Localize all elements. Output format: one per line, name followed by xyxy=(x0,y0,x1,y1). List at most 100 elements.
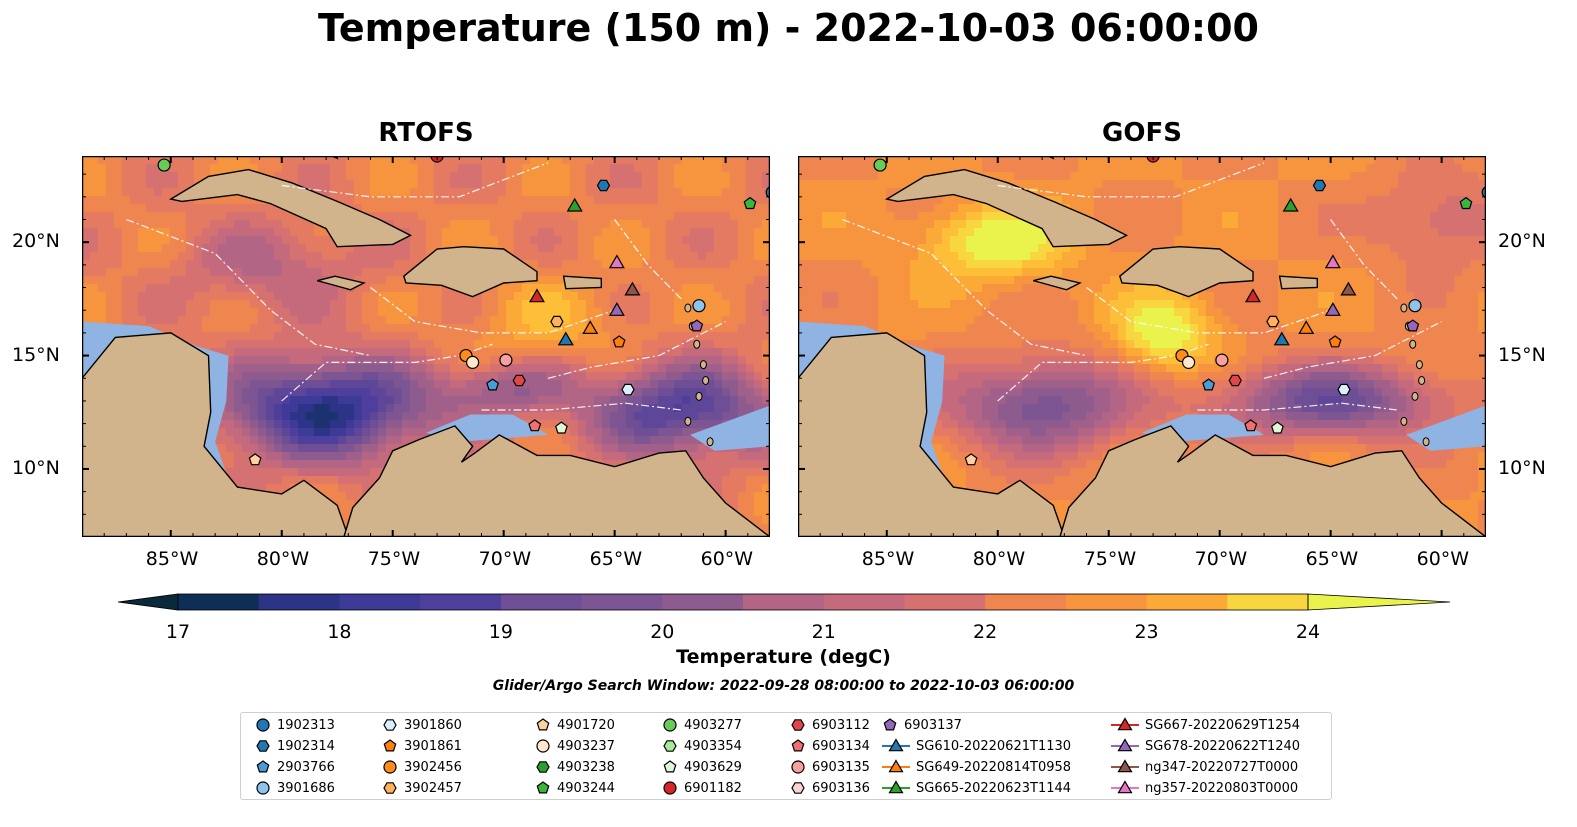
legend-marker[interactable] xyxy=(256,760,270,773)
platform-SG667-20220629T1254[interactable] xyxy=(1244,288,1261,303)
legend-marker[interactable] xyxy=(383,739,397,752)
platform-4903277[interactable] xyxy=(157,158,171,172)
legend-marker[interactable] xyxy=(383,760,397,774)
colorbar-segment xyxy=(258,594,340,610)
platform-SG649-20220814T0958[interactable] xyxy=(1298,320,1315,334)
platform-4903244[interactable] xyxy=(743,196,757,210)
platform-SG667-20220629T1254[interactable] xyxy=(528,288,545,303)
platform-4901720[interactable] xyxy=(964,453,978,466)
land-central-america xyxy=(82,332,350,537)
map-panel-rtofs[interactable] xyxy=(82,156,770,537)
platform-3901860[interactable] xyxy=(621,383,635,396)
lat-tick-label-right: 20°N xyxy=(1498,230,1546,253)
legend-marker[interactable] xyxy=(383,719,397,731)
lon-tick-label: 85°W xyxy=(861,548,915,570)
legend-item: 4903237 xyxy=(535,736,615,756)
legend-marker[interactable] xyxy=(888,738,904,752)
platform-6903134[interactable] xyxy=(528,419,542,432)
legend-label: 4901720 xyxy=(557,717,615,733)
legend-marker[interactable] xyxy=(536,761,550,773)
land-hispaniola xyxy=(1118,245,1254,298)
legend-label: 4903354 xyxy=(684,738,742,754)
platform-3901861[interactable] xyxy=(1328,335,1342,348)
platform-1902314[interactable] xyxy=(596,179,611,192)
platform-3902457[interactable] xyxy=(550,315,564,328)
legend-marker[interactable] xyxy=(536,781,550,794)
legend-label: SG678-20220622T1240 xyxy=(1145,738,1301,754)
platform-4903629[interactable] xyxy=(554,421,568,434)
legend-marker[interactable] xyxy=(791,739,805,752)
platform-SG665-20220623T1144[interactable] xyxy=(1282,197,1299,212)
map-frame xyxy=(798,156,1486,537)
legend-label: SG610-20220621T1130 xyxy=(916,738,1072,754)
platform-SG665-20220623T1144[interactable] xyxy=(566,197,583,212)
platform-6903137[interactable] xyxy=(690,319,704,332)
platform-ng347-20220727T0000[interactable] xyxy=(624,281,641,296)
platform-3901686[interactable] xyxy=(1408,299,1422,313)
lon-tick-label: 65°W xyxy=(589,548,643,570)
legend-marker[interactable] xyxy=(791,719,805,731)
platform-3901686[interactable] xyxy=(692,299,706,313)
platform-ng347-20220727T0000[interactable] xyxy=(1340,281,1357,296)
map-panel-gofs[interactable] xyxy=(798,156,1486,537)
platform-4903629[interactable] xyxy=(1270,421,1284,434)
platform-4903244[interactable] xyxy=(1459,196,1473,210)
legend-marker[interactable] xyxy=(663,781,677,795)
platform-SG610-20220621T1130[interactable] xyxy=(1273,331,1290,346)
legend-marker-pentagon-icon xyxy=(536,718,550,731)
platform-6903135[interactable] xyxy=(1215,353,1229,367)
legend-marker-circle-icon xyxy=(536,739,550,753)
legend-marker[interactable] xyxy=(791,760,805,774)
legend-label: 4903238 xyxy=(557,759,615,775)
legend-marker[interactable] xyxy=(1117,717,1133,731)
colorbar-segment xyxy=(500,594,583,610)
platform-2903766[interactable] xyxy=(486,378,500,391)
platform-6903112[interactable] xyxy=(1228,374,1242,387)
legend-marker[interactable] xyxy=(1117,780,1133,794)
island xyxy=(1418,376,1426,386)
platform-6903112[interactable] xyxy=(512,374,526,387)
legend-label: 3901686 xyxy=(277,780,335,796)
platform-4903277[interactable] xyxy=(873,158,887,172)
colorbar-segment xyxy=(339,594,421,610)
platform-SG678-20220622T1240[interactable] xyxy=(608,301,625,316)
platform-6903137[interactable] xyxy=(1406,319,1420,332)
legend-marker[interactable] xyxy=(1117,759,1133,773)
platform-SG678-20220622T1240[interactable] xyxy=(1324,301,1341,316)
platform-6903134[interactable] xyxy=(1244,419,1258,432)
platform-3901860[interactable] xyxy=(1337,383,1351,396)
legend-marker[interactable] xyxy=(663,740,677,752)
legend-marker[interactable] xyxy=(888,780,904,794)
legend-marker-hexagon-icon xyxy=(383,782,397,794)
island xyxy=(1400,416,1408,426)
legend-marker[interactable] xyxy=(256,781,270,795)
legend-item: 2903766 xyxy=(255,757,335,777)
legend-label: 4903244 xyxy=(557,780,615,796)
platform-3901861[interactable] xyxy=(612,335,626,348)
platform-ng357-20220803T0000[interactable] xyxy=(608,254,625,269)
platform-1902314[interactable] xyxy=(1312,179,1327,192)
platform-4903237[interactable] xyxy=(466,355,480,369)
legend-marker[interactable] xyxy=(888,759,904,773)
legend-marker[interactable] xyxy=(536,739,550,753)
legend-label: 6903135 xyxy=(812,759,870,775)
platform-SG649-20220814T0958[interactable] xyxy=(582,320,599,334)
legend-marker[interactable] xyxy=(383,782,397,794)
legend-marker[interactable] xyxy=(663,718,677,732)
platform-6903135[interactable] xyxy=(499,353,513,367)
legend-marker[interactable] xyxy=(256,740,270,752)
legend-marker[interactable] xyxy=(663,760,677,773)
legend-marker[interactable] xyxy=(791,782,805,794)
legend-marker[interactable] xyxy=(256,718,270,732)
legend-marker[interactable] xyxy=(536,718,550,731)
platform-3902457[interactable] xyxy=(1266,315,1280,328)
platform-4903237[interactable] xyxy=(1182,355,1196,369)
land-cuba xyxy=(884,168,1129,248)
legend-marker[interactable] xyxy=(883,718,897,731)
legend-marker[interactable] xyxy=(1117,738,1133,752)
platform-2903766[interactable] xyxy=(1202,378,1216,391)
platform-4901720[interactable] xyxy=(248,453,262,466)
legend-item: 4903629 xyxy=(662,757,742,777)
platform-ng357-20220803T0000[interactable] xyxy=(1324,254,1341,269)
platform-SG610-20220621T1130[interactable] xyxy=(557,331,574,346)
